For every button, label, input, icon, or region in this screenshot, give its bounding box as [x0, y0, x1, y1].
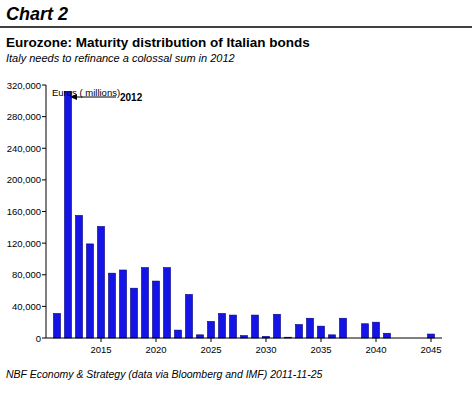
y-tick [42, 116, 46, 117]
bar [373, 322, 380, 338]
bar [384, 333, 391, 338]
bar [87, 244, 94, 338]
x-tick-label: 2035 [310, 344, 331, 355]
bar [208, 321, 215, 338]
annotation: 2012 [120, 92, 143, 103]
annotation-arrowhead [70, 94, 77, 100]
y-tick [42, 338, 46, 339]
y-tick-label: 160,000 [7, 206, 41, 217]
title: Eurozone: Maturity distribution of Itali… [6, 35, 310, 50]
bar [76, 215, 83, 338]
heading: Chart 2 [6, 4, 68, 24]
bar [318, 326, 325, 338]
x-tick [376, 338, 377, 342]
chart: Chart 2 Eurozone: Maturity distribution o… [0, 0, 472, 393]
bar [274, 314, 281, 338]
bar [175, 330, 182, 338]
y-tick [42, 306, 46, 307]
bar [98, 227, 105, 338]
x-tick [431, 338, 432, 342]
bar [131, 288, 138, 338]
bar [54, 313, 61, 338]
y-tick [42, 274, 46, 275]
y-tick-label: 120,000 [7, 238, 41, 249]
x-tick [156, 338, 157, 342]
bar [109, 273, 116, 338]
bar [296, 325, 303, 338]
header-rule [0, 26, 472, 28]
bar [230, 315, 237, 338]
bar [142, 268, 149, 338]
bar [362, 324, 369, 338]
y-tick [42, 211, 46, 212]
source: NBF Economy & Strategy (data via Bloombe… [6, 368, 322, 380]
x-tick [321, 338, 322, 342]
y-tick-label: 0 [36, 333, 41, 344]
y-tick [42, 85, 46, 86]
x-tick [101, 338, 102, 342]
bar [164, 268, 171, 338]
x-tick [211, 338, 212, 342]
bar [65, 91, 72, 338]
bar [186, 295, 193, 338]
y-tick-label: 320,000 [7, 80, 41, 91]
y-tick [42, 179, 46, 180]
y-tick-label: 80,000 [12, 269, 41, 280]
y-tick [42, 243, 46, 244]
bar [307, 318, 314, 338]
bar [219, 313, 226, 338]
x-tick-label: 2040 [365, 344, 386, 355]
y-tick-label: 240,000 [7, 143, 41, 154]
y-tick-label: 200,000 [7, 174, 41, 185]
subtitle: Italy needs to refinance a colossal sum … [6, 52, 235, 64]
x-tick [266, 338, 267, 342]
y-tick-label: 280,000 [7, 111, 41, 122]
bar [428, 334, 435, 338]
y-label: Euros ( millions) [52, 87, 120, 98]
bar [153, 281, 160, 338]
bar [252, 315, 259, 338]
x-tick-label: 2015 [90, 344, 111, 355]
bar [120, 270, 127, 338]
x-tick-label: 2030 [255, 344, 276, 355]
y-tick [42, 148, 46, 149]
x-tick-label: 2045 [420, 344, 441, 355]
x-tick-label: 2025 [200, 344, 221, 355]
annotation-arrow [74, 97, 116, 98]
bar [340, 318, 347, 338]
x-tick-label: 2020 [145, 344, 166, 355]
y-tick-label: 40,000 [12, 301, 41, 312]
x-axis [46, 338, 442, 339]
